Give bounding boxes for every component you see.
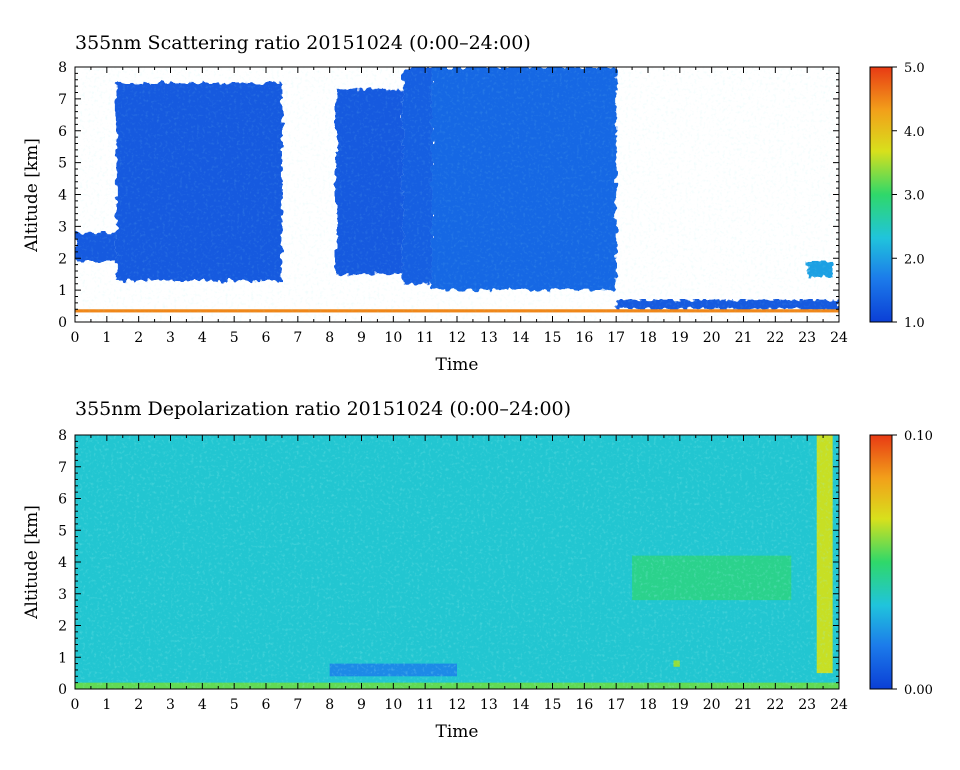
- depolarization-ratio-ytick-label: 0: [58, 682, 67, 698]
- scattering-ratio-xtick-label: 10: [384, 330, 402, 346]
- scattering-ratio-xtick-label: 15: [544, 330, 562, 346]
- scattering-ratio-xtick-label: 20: [703, 330, 721, 346]
- scattering-ratio-xtick-label: 8: [325, 330, 334, 346]
- scattering-ratio-xtick-label: 23: [798, 330, 816, 346]
- scattering-ratio-ytick-label: 8: [58, 60, 67, 76]
- scattering-ratio-ylabel: Altitude [km]: [22, 138, 42, 253]
- depolarization-ratio-ytick-label: 6: [58, 492, 67, 508]
- scattering-ratio-title: 355nm Scattering ratio 20151024 (0:00–24…: [75, 32, 531, 54]
- scattering-ratio-colorbar: [869, 66, 893, 323]
- scattering-ratio-ytick-label: 1: [58, 283, 67, 299]
- depolarization-ratio-xtick-label: 14: [512, 697, 530, 713]
- scattering-ratio-xtick-label: 7: [293, 330, 302, 346]
- depolarization-ratio-title: 355nm Depolarization ratio 20151024 (0:0…: [75, 398, 571, 420]
- depolarization-ratio-colorbar-label: 0.00: [904, 683, 933, 698]
- scattering-ratio-xtick-label: 0: [71, 330, 80, 346]
- depolarization-ratio-xtick-label: 24: [830, 697, 848, 713]
- depolarization-ratio-ytick-label: 1: [58, 650, 67, 666]
- depolarization-ratio-ytick-label: 3: [58, 587, 67, 603]
- scattering-ratio-ytick-label: 4: [58, 188, 67, 204]
- depolarization-ratio-xtick-label: 12: [448, 697, 466, 713]
- scattering-ratio-plot-area: [75, 67, 839, 322]
- scattering-ratio-colorbar-label: 1.0: [904, 316, 925, 331]
- scattering-ratio-xtick-label: 24: [830, 330, 848, 346]
- scattering-ratio-xtick-label: 18: [639, 330, 657, 346]
- scattering-ratio-texture: [75, 67, 839, 322]
- depolarization-ratio-xtick-label: 9: [357, 697, 366, 713]
- depolarization-ratio-panel: 355nm Depolarization ratio 20151024 (0:0…: [22, 398, 933, 742]
- depolarization-ratio-ytick-label: 7: [58, 460, 67, 476]
- depolarization-ratio-xtick-label: 10: [384, 697, 402, 713]
- scattering-ratio-xtick-label: 14: [512, 330, 530, 346]
- depolarization-ratio-xtick-label: 17: [607, 697, 625, 713]
- depolarization-ratio-xtick-label: 19: [671, 697, 689, 713]
- scattering-ratio-ytick-label: 0: [58, 315, 67, 331]
- scattering-ratio-ytick-label: 7: [58, 92, 67, 108]
- scattering-ratio-xtick-label: 21: [735, 330, 753, 346]
- depolarization-ratio-texture: [75, 435, 839, 689]
- scattering-ratio-ytick-label: 3: [58, 219, 67, 235]
- depolarization-ratio-plot-area: [75, 435, 839, 689]
- depolarization-ratio-xtick-label: 13: [480, 697, 498, 713]
- depolarization-ratio-xtick-label: 0: [71, 697, 80, 713]
- scattering-ratio-colorbar-label: 3.0: [904, 189, 925, 204]
- scattering-ratio-xtick-label: 1: [102, 330, 111, 346]
- scattering-ratio-ytick-label: 6: [58, 124, 67, 140]
- depolarization-ratio-xtick-label: 15: [544, 697, 562, 713]
- depolarization-ratio-ytick-label: 2: [58, 619, 67, 635]
- scattering-ratio-xtick-label: 19: [671, 330, 689, 346]
- scattering-ratio-xtick-label: 16: [575, 330, 593, 346]
- scattering-ratio-xlabel: Time: [436, 355, 479, 375]
- depolarization-ratio-xtick-label: 18: [639, 697, 657, 713]
- depolarization-ratio-xlabel: Time: [436, 722, 479, 742]
- scattering-ratio-colorbar-label: 5.0: [904, 61, 925, 76]
- scattering-ratio-xtick-label: 13: [480, 330, 498, 346]
- scattering-ratio-xtick-label: 11: [416, 330, 434, 346]
- depolarization-ratio-xtick-label: 23: [798, 697, 816, 713]
- depolarization-ratio-xtick-label: 22: [766, 697, 784, 713]
- scattering-ratio-xtick-label: 3: [166, 330, 175, 346]
- scattering-ratio-xtick-label: 12: [448, 330, 466, 346]
- depolarization-ratio-colorbar-label: 0.10: [904, 429, 933, 444]
- scattering-ratio-xtick-label: 6: [262, 330, 271, 346]
- scattering-ratio-colorbar-label: 2.0: [904, 252, 925, 267]
- depolarization-ratio-xtick-label: 5: [230, 697, 239, 713]
- depolarization-ratio-axes: 0 1 2 3 4 5 6 7 8 9 10 11 12 13 14 15 16 17 18 19 20 21 22 23 24…: [58, 428, 848, 713]
- depolarization-ratio-xtick-label: 4: [198, 697, 207, 713]
- scattering-ratio-colorbar-label: 4.0: [904, 125, 925, 140]
- depolarization-ratio-ytick-label: 5: [58, 523, 67, 539]
- depolarization-ratio-colorbar-ticks: 0.00 0.10: [892, 429, 933, 698]
- scattering-ratio-ytick-label: 2: [58, 251, 67, 267]
- scattering-ratio-panel: 355nm Scattering ratio 20151024 (0:00–24…: [22, 32, 925, 375]
- depolarization-ratio-xtick-label: 2: [134, 697, 143, 713]
- scattering-ratio-xtick-label: 5: [230, 330, 239, 346]
- scattering-ratio-axes: 0 1 2 3 4 5 6 7 8 9 10 11 12 13 14 15 16 17 18 19 20 21 22 23 24…: [58, 60, 848, 346]
- scattering-ratio-xtick-label: 9: [357, 330, 366, 346]
- scattering-ratio-ytick-label: 5: [58, 156, 67, 172]
- depolarization-ratio-xtick-label: 11: [416, 697, 434, 713]
- depolarization-ratio-xtick-label: 3: [166, 697, 175, 713]
- depolarization-ratio-xtick-label: 16: [575, 697, 593, 713]
- depolarization-ratio-xtick-label: 6: [262, 697, 271, 713]
- depolarization-ratio-colorbar: [869, 434, 893, 690]
- scattering-ratio-xtick-label: 17: [607, 330, 625, 346]
- depolarization-ratio-xtick-label: 8: [325, 697, 334, 713]
- depolarization-ratio-ylabel: Altitude [km]: [22, 505, 42, 620]
- scattering-ratio-xtick-label: 22: [766, 330, 784, 346]
- scattering-ratio-colorbar-ticks: 1.0 2.0 3.0 4.0 5.0: [892, 61, 925, 331]
- scattering-ratio-xtick-label: 4: [198, 330, 207, 346]
- depolarization-ratio-xtick-label: 7: [293, 697, 302, 713]
- depolarization-ratio-ytick-label: 8: [58, 428, 67, 444]
- depolarization-ratio-xtick-label: 21: [735, 697, 753, 713]
- depolarization-ratio-ytick-label: 4: [58, 555, 67, 571]
- depolarization-ratio-xtick-label: 1: [102, 697, 111, 713]
- scattering-ratio-xtick-label: 2: [134, 330, 143, 346]
- depolarization-ratio-xtick-label: 20: [703, 697, 721, 713]
